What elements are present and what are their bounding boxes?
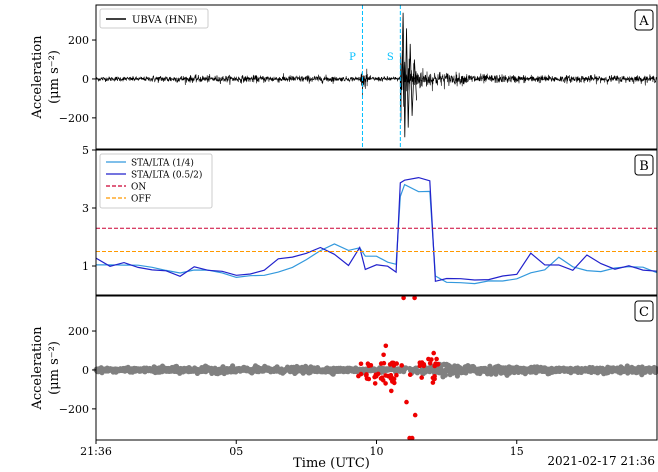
y-axis-label: Acceleration — [30, 35, 45, 120]
arrival-spike — [401, 12, 417, 138]
y-tick-label: 0 — [82, 364, 89, 377]
y-axis-unit: (μm s⁻²) — [47, 341, 62, 395]
y-tick-label: 0 — [82, 73, 89, 86]
trigger-point — [401, 295, 406, 301]
panel-label-box — [634, 9, 654, 31]
trigger-point — [372, 381, 378, 386]
panel-label-b: B — [634, 154, 654, 176]
legend-entry: STA/LTA (0.5/2) — [131, 170, 202, 181]
panel-label-c: C — [634, 300, 654, 322]
trigger-point — [391, 360, 396, 366]
x-tick-label: 05 — [229, 445, 243, 458]
trigger-point — [386, 374, 392, 379]
date-label: 2021-02-17 21:36 — [547, 454, 655, 468]
trigger-point — [390, 376, 395, 381]
panel-label-box — [634, 154, 654, 176]
sta-lta-series — [95, 183, 658, 285]
y-ticks: 200 0 −200 — [59, 34, 96, 125]
trigger-point — [407, 372, 413, 378]
panel-label-a: A — [634, 9, 654, 31]
y-tick-label: 1 — [82, 260, 89, 273]
scatter-points — [93, 295, 658, 441]
trigger-point — [409, 435, 415, 441]
sta-lta-series — [95, 176, 658, 283]
x-tick-label: 21:36 — [80, 445, 112, 458]
trigger-point — [373, 372, 379, 378]
trigger-point — [412, 412, 418, 418]
trigger-point — [431, 350, 437, 356]
panel-c: 200 0 −200 21:36 05 10 15 C Acceleration (μm … — [30, 295, 658, 471]
trigger-point — [431, 376, 437, 382]
trigger-point — [364, 372, 369, 377]
trigger-point — [394, 372, 399, 378]
legend-a: UBVA (HNE) — [99, 8, 209, 29]
trigger-point — [419, 375, 425, 380]
y-ticks: 5 3 1 — [82, 144, 96, 273]
panel-b-frame — [95, 149, 658, 296]
trigger-point — [379, 375, 385, 381]
legend-entry: UBVA (HNE) — [132, 15, 197, 26]
panel-label: B — [639, 159, 649, 174]
trigger-point — [366, 363, 372, 369]
trigger-point — [381, 352, 386, 358]
trigger-point — [366, 376, 372, 382]
x-ticks: 21:36 05 10 15 — [80, 440, 524, 458]
y-ticks: 200 0 −200 — [59, 325, 96, 416]
panel-label-box — [634, 300, 654, 322]
scatter-point — [454, 373, 460, 379]
y-tick-label: −200 — [59, 112, 89, 125]
trigger-point — [389, 388, 394, 394]
panel-a-frame — [95, 4, 658, 150]
y-tick-label: −200 — [59, 403, 89, 416]
trigger-point — [434, 356, 439, 362]
trigger-point — [421, 363, 427, 369]
trigger-point — [392, 380, 397, 386]
waveform-line — [95, 50, 658, 121]
panel-c-frame — [95, 295, 658, 441]
trigger-point — [404, 399, 409, 405]
panel-label: C — [639, 305, 649, 320]
trigger-point — [383, 381, 388, 386]
panel-b: 5 3 1 STA/LTA (1/4)STA/LTA (0.5/2) ON OFF B — [82, 144, 658, 296]
phase-marker-label: S — [387, 52, 394, 63]
phase-marker-label: P — [349, 52, 356, 63]
scatter-point — [403, 365, 409, 371]
trigger-point — [358, 361, 364, 367]
trigger-point — [427, 361, 433, 366]
x-axis-label: Time (UTC) — [293, 456, 370, 471]
panel-label: A — [638, 14, 649, 29]
legend-box — [99, 153, 213, 209]
legend-entry: STA/LTA (1/4) — [131, 158, 194, 169]
legend-b: STA/LTA (1/4)STA/LTA (0.5/2) ON OFF — [99, 153, 213, 209]
x-tick-label: 15 — [510, 445, 524, 458]
y-tick-label: 200 — [68, 34, 89, 47]
trigger-point — [430, 380, 436, 385]
trigger-point — [358, 371, 364, 377]
y-tick-label: 5 — [82, 144, 89, 157]
y-axis-unit: (μm s⁻²) — [47, 50, 62, 104]
trigger-point — [399, 363, 405, 368]
y-tick-label: 200 — [68, 325, 89, 338]
x-tick-label: 10 — [370, 445, 384, 458]
trigger-point — [426, 356, 431, 362]
legend-box — [99, 8, 209, 29]
trigger-point — [435, 362, 440, 367]
legend-entry: ON — [131, 183, 146, 193]
waveform-trace — [95, 12, 658, 138]
trigger-point — [378, 361, 384, 366]
y-tick-label: 3 — [82, 202, 89, 215]
legend-entry: OFF — [131, 195, 151, 205]
sta-lta-lines — [95, 176, 658, 285]
y-axis-label: Acceleration — [30, 326, 45, 411]
trigger-point — [412, 295, 417, 301]
trigger-point — [383, 343, 389, 349]
